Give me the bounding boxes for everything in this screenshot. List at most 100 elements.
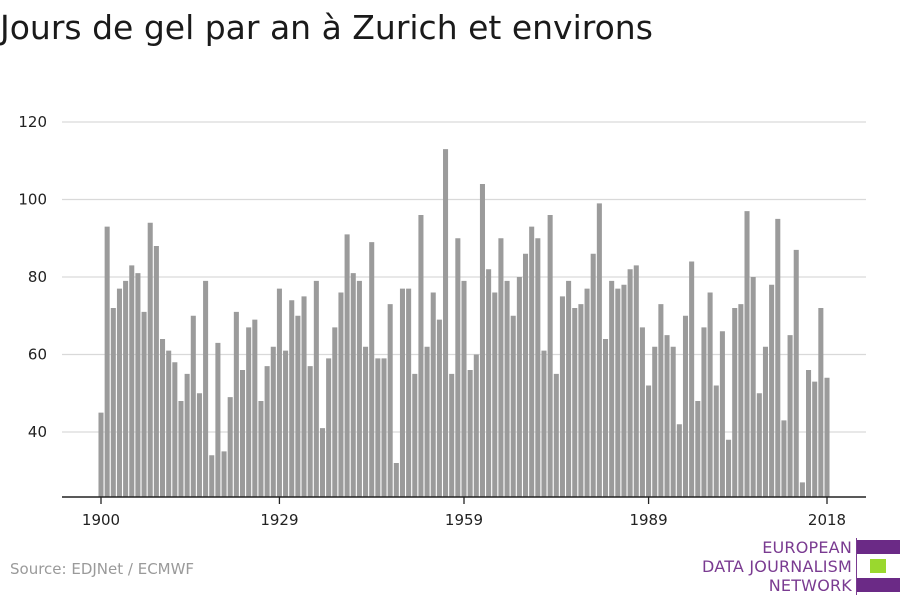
bar-1978 [578, 304, 584, 498]
bar-1990 [652, 346, 658, 497]
bar-1934 [307, 366, 313, 498]
bar-1922 [233, 311, 239, 498]
bar-1996 [689, 261, 695, 497]
bar-1905 [129, 265, 135, 498]
bar-1938 [332, 327, 338, 498]
bar-1969 [523, 253, 529, 497]
bar-1900 [98, 412, 104, 498]
bar-1915 [190, 315, 196, 497]
bar-1975 [559, 296, 565, 498]
bar-1941 [350, 273, 356, 498]
bar-1945 [375, 358, 381, 498]
bar-2012 [787, 335, 793, 498]
bar-2002 [726, 439, 732, 497]
bar-1998 [701, 327, 707, 498]
bar-1907 [141, 311, 147, 498]
y-tick-label: 40 [28, 423, 47, 441]
bar-1940 [344, 234, 350, 498]
bar-1946 [381, 358, 387, 498]
bar-1959 [461, 280, 467, 498]
bar-1930 [283, 350, 289, 498]
logo-line-2: DATA JOURNALISM [702, 557, 852, 576]
bar-1955 [436, 319, 442, 498]
bar-1984 [615, 288, 621, 498]
bar-1999 [707, 292, 713, 497]
x-tick-label: 2018 [808, 511, 846, 529]
bar-1904 [123, 280, 129, 498]
bar-1964 [492, 292, 498, 497]
bar-2010 [775, 218, 781, 498]
bar-2011 [781, 420, 787, 498]
bar-1913 [178, 401, 184, 497]
bar-1966 [504, 280, 510, 498]
bar-1942 [356, 280, 362, 498]
bar-1980 [590, 253, 596, 497]
bar-1991 [658, 304, 664, 498]
bar-1919 [215, 342, 221, 498]
bar-2003 [732, 308, 738, 497]
bar-1960 [467, 370, 473, 497]
bar-1987 [633, 265, 639, 498]
source-note: Source: EDJNet / ECMWF [10, 560, 195, 578]
bar-1928 [270, 346, 276, 497]
x-tick-label: 1900 [82, 511, 120, 529]
bar-1994 [676, 424, 682, 497]
bar-2000 [713, 385, 719, 497]
bar-1957 [449, 373, 455, 498]
bar-2014 [799, 482, 805, 498]
logo-line-3: NETWORK [768, 576, 852, 595]
bar-1925 [252, 319, 258, 498]
bar-1971 [535, 238, 541, 497]
bar-1962 [479, 184, 485, 497]
bar-1943 [363, 346, 369, 497]
bar-1906 [135, 273, 141, 498]
bar-1981 [596, 203, 602, 498]
bar-1986 [627, 269, 633, 497]
bar-1936 [319, 428, 326, 498]
y-axis-labels: 40 60 80 100 120 [18, 113, 47, 441]
logo-divider [856, 538, 857, 595]
bar-1950 [406, 288, 412, 498]
bar-1917 [203, 280, 209, 498]
bar-1953 [424, 346, 430, 497]
bar-1972 [541, 350, 547, 498]
bar-1967 [510, 315, 516, 497]
bar-1947 [387, 304, 393, 498]
bar-1903 [116, 288, 122, 498]
bar-1949 [399, 288, 405, 498]
bar-1914 [184, 373, 190, 498]
bar-1948 [393, 463, 399, 497]
bar-1985 [621, 284, 627, 497]
bar-1963 [486, 269, 492, 497]
bar-1977 [572, 308, 578, 497]
logo-bar-bottom [857, 578, 900, 592]
bar-1944 [369, 242, 375, 498]
logo-line-1: EUROPEAN [762, 538, 852, 557]
bar-1989 [646, 385, 652, 497]
logo-bar-top [857, 540, 900, 554]
bar-1937 [326, 358, 332, 498]
y-tick-label: 60 [28, 346, 47, 364]
bar-1952 [418, 215, 424, 497]
y-tick-label: 120 [18, 113, 47, 131]
bar-2015 [806, 370, 812, 497]
bar-2001 [719, 331, 725, 497]
bar-1995 [682, 315, 689, 497]
bar-1921 [227, 397, 233, 498]
bar-1983 [609, 280, 615, 498]
bar-1961 [473, 354, 479, 497]
bar-1912 [172, 362, 178, 497]
bar-2005 [744, 211, 750, 498]
bars [98, 149, 830, 498]
bar-1908 [147, 222, 153, 497]
edjnet-logo: EUROPEAN DATA JOURNALISM NETWORK [700, 538, 900, 596]
bar-1982 [602, 339, 609, 497]
bar-2007 [756, 393, 762, 497]
bar-1951 [412, 373, 418, 498]
bar-1973 [547, 215, 553, 497]
bar-1902 [110, 308, 116, 497]
bar-1920 [221, 451, 227, 498]
bar-1968 [516, 277, 522, 497]
bar-1976 [566, 280, 572, 498]
